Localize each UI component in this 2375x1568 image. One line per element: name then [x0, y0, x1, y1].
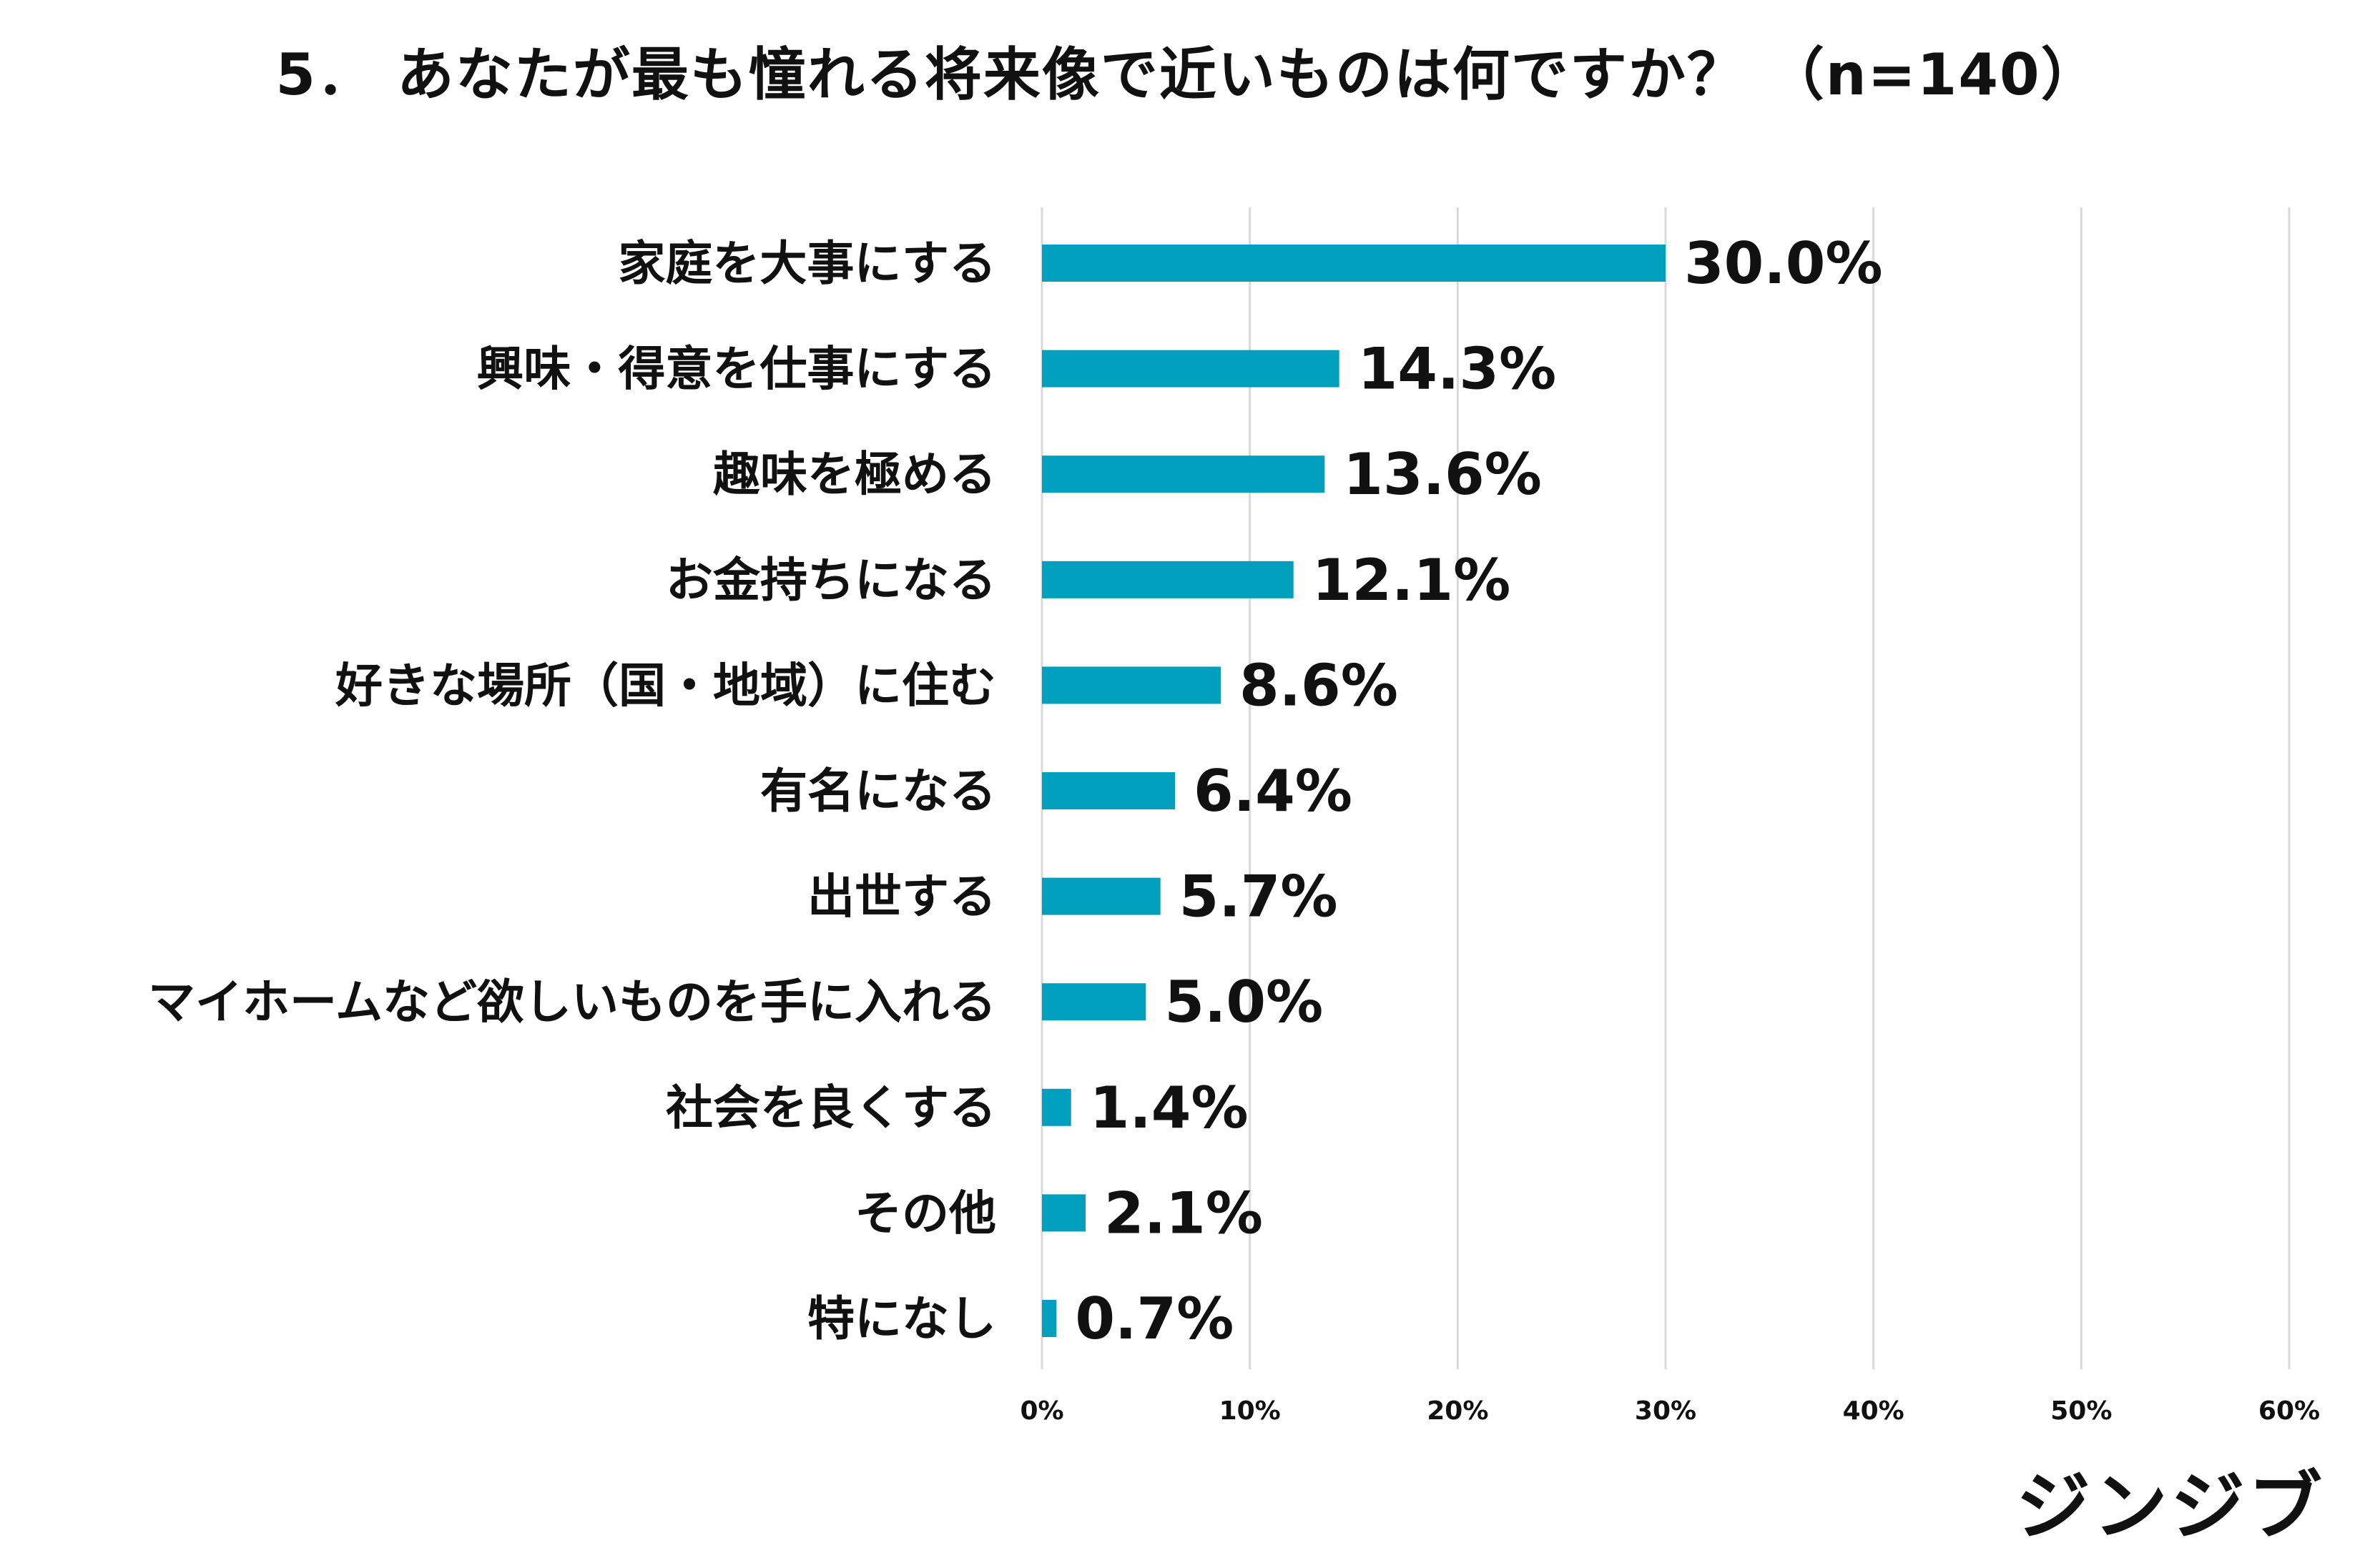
category-label: その他 [855, 1185, 996, 1241]
x-tick-label: 30% [1635, 1396, 1696, 1426]
x-axis-ticks: 0% 10% 20% 30% 40% 50% 60% [1020, 1396, 2320, 1426]
chart-title: 5． あなたが最も憧れる将来像で近いものは何ですか？ （n=140） [275, 41, 2100, 108]
bar [1042, 877, 1161, 915]
data-label: 6.4% [1194, 758, 1352, 824]
category-label: お金持ちになる [666, 553, 996, 608]
data-label: 13.6% [1343, 441, 1542, 508]
data-label: 8.6% [1239, 652, 1398, 719]
bar [1042, 772, 1176, 809]
bar [1042, 1088, 1071, 1126]
category-label: 趣味を極める [713, 447, 996, 502]
bars [1042, 245, 1666, 1337]
x-tick-label: 0% [1020, 1396, 1063, 1426]
data-label: 5.0% [1164, 969, 1323, 1035]
category-label: マイホームなど欲しいものを手に入れる [148, 975, 996, 1030]
value-labels: 30.0% 14.3% 13.6% 12.1% 8.6% 6.4% 5.7% 5.0% 1.4%… [1075, 230, 1882, 1352]
x-tick-label: 40% [1843, 1396, 1904, 1426]
brand-logo: ジンジブ [2015, 1463, 2325, 1550]
data-label: 30.0% [1684, 230, 1883, 297]
grid-lines [1041, 207, 2291, 1369]
category-labels: 家庭を大事にする興味・得意を仕事にする趣味を極めるお金持ちになる好きな場所（国・… [148, 236, 996, 1346]
data-label: 12.1% [1312, 547, 1511, 613]
data-label: 14.3% [1358, 336, 1557, 403]
category-label: 社会を良くする [666, 1080, 996, 1135]
x-tick-label: 50% [2050, 1396, 2112, 1426]
category-label: 好きな場所（国・地域）に住む [335, 658, 996, 713]
x-tick-label: 20% [1427, 1396, 1488, 1426]
x-tick-label: 60% [2258, 1396, 2320, 1426]
data-label: 1.4% [1090, 1075, 1249, 1141]
bar [1042, 350, 1339, 388]
bar [1042, 666, 1221, 704]
category-label: 興味・得意を仕事にする [476, 342, 996, 397]
bar [1042, 1194, 1086, 1232]
x-tick-label: 10% [1219, 1396, 1281, 1426]
data-label: 0.7% [1075, 1286, 1234, 1352]
category-label: 特になし [807, 1291, 996, 1346]
category-label: 有名になる [760, 764, 996, 819]
category-label: 出世する [807, 869, 996, 924]
data-label: 5.7% [1179, 864, 1338, 930]
bar [1042, 245, 1666, 282]
data-label: 2.1% [1104, 1180, 1263, 1246]
bar [1042, 561, 1294, 598]
bar [1042, 983, 1146, 1021]
category-label: 家庭を大事にする [618, 236, 996, 291]
bar [1042, 1300, 1057, 1337]
bar [1042, 455, 1325, 493]
